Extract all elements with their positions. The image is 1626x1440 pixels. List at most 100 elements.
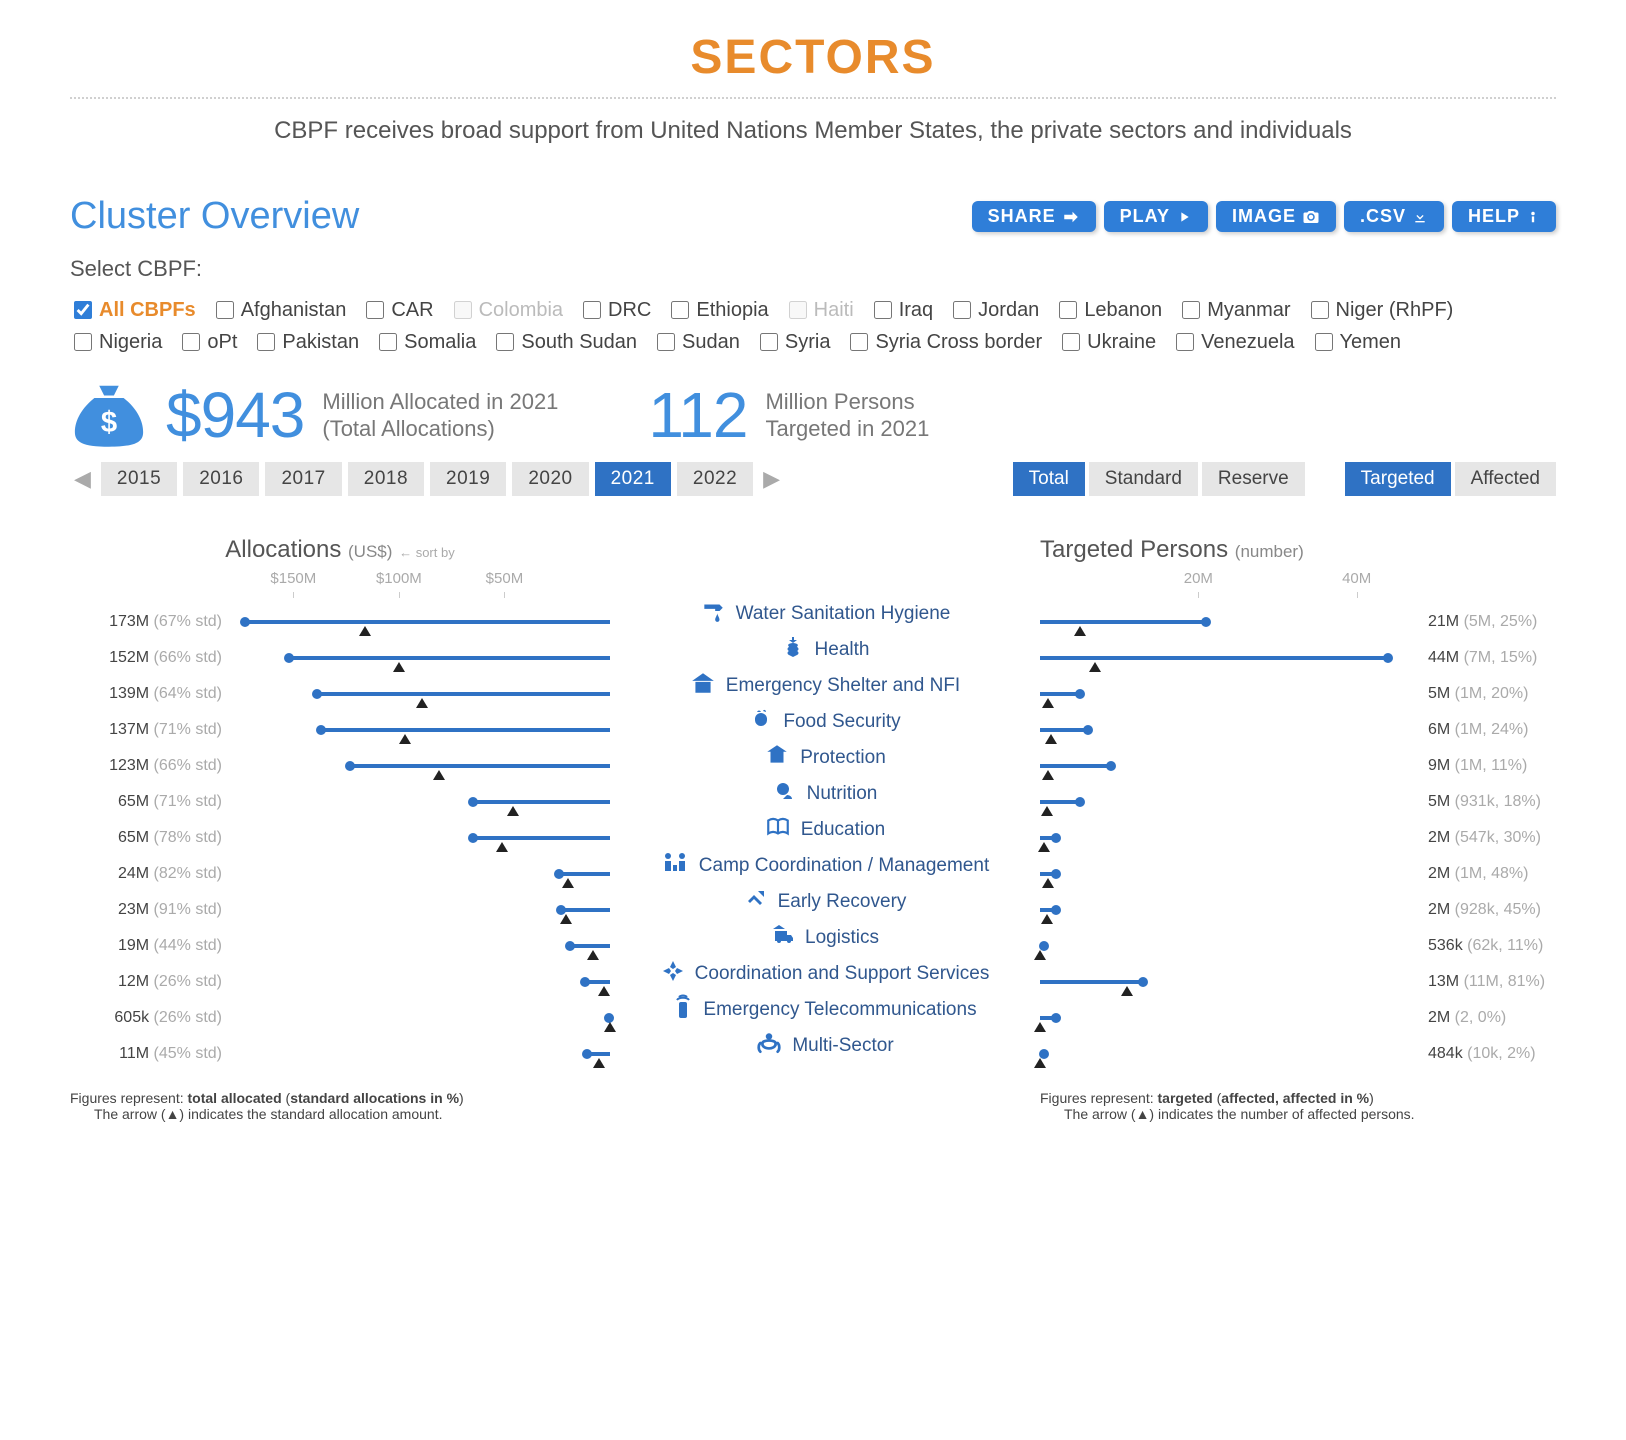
camp-icon bbox=[661, 851, 689, 881]
shelter-icon bbox=[690, 670, 716, 702]
alloc-toggle-total[interactable]: Total bbox=[1013, 462, 1085, 496]
section-title: Cluster Overview bbox=[70, 195, 359, 238]
right-rows: 21M (5M, 25%)44M (7M, 15%)5M (1M, 20%)6M… bbox=[1040, 604, 1580, 1072]
health-icon bbox=[781, 635, 805, 665]
divider bbox=[70, 97, 1556, 99]
target-row: 44M (7M, 15%) bbox=[1040, 640, 1580, 676]
nutrition-icon bbox=[773, 779, 797, 809]
target-row: 6M (1M, 24%) bbox=[1040, 712, 1580, 748]
alloc-toggle-reserve[interactable]: Reserve bbox=[1202, 462, 1305, 496]
cbpf-pakistan[interactable]: Pakistan bbox=[253, 330, 359, 354]
alloc-row: 12M (26% std) bbox=[70, 964, 610, 1000]
sector-label: Emergency Telecommunications bbox=[610, 992, 1040, 1028]
target-row: 2M (2, 0%) bbox=[1040, 1000, 1580, 1036]
year-2018[interactable]: 2018 bbox=[348, 462, 424, 496]
coord-icon bbox=[661, 959, 685, 989]
year-2017[interactable]: 2017 bbox=[265, 462, 341, 496]
year-2021[interactable]: 2021 bbox=[595, 462, 671, 496]
telecom-icon bbox=[673, 994, 693, 1026]
cbpf-checkbox-list: All CBPFsAfghanistanCARColombiaDRCEthiop… bbox=[70, 298, 1556, 354]
target-row: 9M (1M, 11%) bbox=[1040, 748, 1580, 784]
sector-label: Camp Coordination / Management bbox=[610, 848, 1040, 884]
multi-icon bbox=[756, 1030, 782, 1062]
year-2015[interactable]: 2015 bbox=[101, 462, 177, 496]
image-button[interactable]: IMAGE bbox=[1216, 201, 1336, 232]
sector-label: Coordination and Support Services bbox=[610, 956, 1040, 992]
cbpf-ethiopia[interactable]: Ethiopia bbox=[667, 298, 768, 322]
cbpf-ukraine[interactable]: Ukraine bbox=[1058, 330, 1156, 354]
share-button[interactable]: SHARE bbox=[972, 201, 1096, 232]
cbpf-iraq[interactable]: Iraq bbox=[870, 298, 933, 322]
target-toggle-affected[interactable]: Affected bbox=[1455, 462, 1556, 496]
cbpf-afghanistan[interactable]: Afghanistan bbox=[212, 298, 347, 322]
cbpf-sudan[interactable]: Sudan bbox=[653, 330, 740, 354]
left-col-title: Allocations (US$) ← sort by bbox=[70, 536, 610, 564]
target-toggle-targeted[interactable]: Targeted bbox=[1345, 462, 1451, 496]
csv-button[interactable]: .CSV bbox=[1344, 201, 1444, 232]
food-icon bbox=[749, 707, 773, 737]
cbpf-car[interactable]: CAR bbox=[362, 298, 433, 322]
cbpf-nigeria[interactable]: Nigeria bbox=[70, 330, 162, 354]
cbpf-lebanon[interactable]: Lebanon bbox=[1055, 298, 1162, 322]
alloc-row: 23M (91% std) bbox=[70, 892, 610, 928]
alloc-row: 173M (67% std) bbox=[70, 604, 610, 640]
tap-icon bbox=[700, 598, 726, 630]
help-button[interactable]: HELP bbox=[1452, 201, 1556, 232]
target-row: 13M (11M, 81%) bbox=[1040, 964, 1580, 1000]
sector-label: Food Security bbox=[610, 704, 1040, 740]
sector-label: Education bbox=[610, 812, 1040, 848]
target-row: 536k (62k, 11%) bbox=[1040, 928, 1580, 964]
cbpf-niger-rhpf-[interactable]: Niger (RhPF) bbox=[1307, 298, 1454, 322]
alloc-row: 65M (78% std) bbox=[70, 820, 610, 856]
footnote-left: Figures represent: total allocated (stan… bbox=[70, 1090, 610, 1122]
alloc-row: 19M (44% std) bbox=[70, 928, 610, 964]
target-row: 484k (10k, 2%) bbox=[1040, 1036, 1580, 1072]
allocation-toggle: TotalStandardReserve bbox=[1013, 462, 1305, 496]
year-2016[interactable]: 2016 bbox=[183, 462, 259, 496]
sector-label: Health bbox=[610, 632, 1040, 668]
cbpf-opt[interactable]: oPt bbox=[178, 330, 237, 354]
year-2020[interactable]: 2020 bbox=[512, 462, 588, 496]
cbpf-somalia[interactable]: Somalia bbox=[375, 330, 476, 354]
right-col-title: Targeted Persons (number) bbox=[1040, 536, 1580, 564]
cbpf-all-cbpfs[interactable]: All CBPFs bbox=[70, 298, 196, 322]
page-subtitle: CBPF receives broad support from United … bbox=[70, 117, 1556, 145]
protection-icon bbox=[764, 742, 790, 774]
page-title: SECTORS bbox=[70, 20, 1556, 91]
alloc-row: 24M (82% std) bbox=[70, 856, 610, 892]
year-next[interactable]: ▶ bbox=[759, 466, 784, 492]
recovery-icon bbox=[744, 887, 768, 917]
stat-persons: 112 Million PersonsTargeted in 2021 bbox=[648, 378, 929, 452]
cbpf-syria-cross-border[interactable]: Syria Cross border bbox=[846, 330, 1042, 354]
target-row: 5M (931k, 18%) bbox=[1040, 784, 1580, 820]
sector-label: Protection bbox=[610, 740, 1040, 776]
svg-text:$: $ bbox=[101, 407, 117, 439]
select-cbpf-label: Select CBPF: bbox=[70, 256, 1556, 282]
target-row: 2M (1M, 48%) bbox=[1040, 856, 1580, 892]
play-button[interactable]: PLAY bbox=[1104, 201, 1208, 232]
logistics-icon bbox=[771, 923, 795, 953]
cbpf-jordan[interactable]: Jordan bbox=[949, 298, 1039, 322]
footnote-right: Figures represent: targeted (affected, a… bbox=[1040, 1090, 1580, 1122]
alloc-toggle-standard[interactable]: Standard bbox=[1089, 462, 1198, 496]
stat-persons-sub: Million PersonsTargeted in 2021 bbox=[765, 388, 929, 443]
right-axis: 20M40M bbox=[1040, 570, 1420, 600]
alloc-row: 139M (64% std) bbox=[70, 676, 610, 712]
alloc-row: 11M (45% std) bbox=[70, 1036, 610, 1072]
cbpf-syria[interactable]: Syria bbox=[756, 330, 831, 354]
cbpf-south-sudan[interactable]: South Sudan bbox=[492, 330, 637, 354]
sector-labels: Water Sanitation HygieneHealthEmergency … bbox=[610, 596, 1040, 1064]
cbpf-myanmar[interactable]: Myanmar bbox=[1178, 298, 1290, 322]
target-row: 2M (547k, 30%) bbox=[1040, 820, 1580, 856]
year-prev[interactable]: ◀ bbox=[70, 466, 95, 492]
alloc-row: 123M (66% std) bbox=[70, 748, 610, 784]
cbpf-drc[interactable]: DRC bbox=[579, 298, 651, 322]
cbpf-haiti: Haiti bbox=[785, 298, 854, 322]
alloc-row: 605k (26% std) bbox=[70, 1000, 610, 1036]
year-2019[interactable]: 2019 bbox=[430, 462, 506, 496]
target-toggle: TargetedAffected bbox=[1345, 462, 1556, 496]
alloc-row: 65M (71% std) bbox=[70, 784, 610, 820]
cbpf-venezuela[interactable]: Venezuela bbox=[1172, 330, 1294, 354]
cbpf-yemen[interactable]: Yemen bbox=[1311, 330, 1402, 354]
year-2022[interactable]: 2022 bbox=[677, 462, 753, 496]
